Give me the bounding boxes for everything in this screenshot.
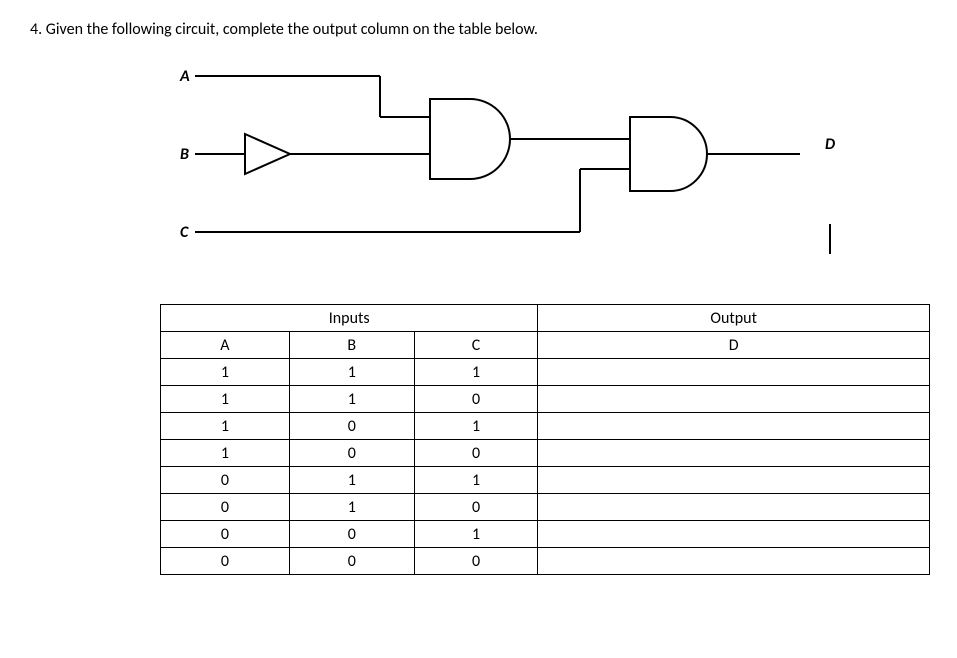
table-row: 1 1 0 bbox=[161, 386, 930, 413]
table-row: 1 1 1 bbox=[161, 359, 930, 386]
table-row: 0 1 1 bbox=[161, 467, 930, 494]
question-text: 4. Given the following circuit, complete… bbox=[30, 20, 927, 39]
header-inputs: Inputs bbox=[161, 305, 538, 332]
table-row: 0 0 1 bbox=[161, 521, 930, 548]
table-row: 1 0 1 bbox=[161, 413, 930, 440]
col-b: B bbox=[289, 332, 414, 359]
truth-table: Inputs Output A B C D 1 1 1 1 1 0 1 0 1 bbox=[160, 304, 930, 575]
buffer-gate bbox=[245, 134, 290, 174]
header-output: Output bbox=[538, 305, 930, 332]
and-gate-2 bbox=[630, 117, 707, 191]
label-a: A bbox=[179, 67, 190, 86]
truth-table-container: Inputs Output A B C D 1 1 1 1 1 0 1 0 1 bbox=[160, 304, 930, 575]
circuit-diagram: A B C D bbox=[160, 59, 927, 274]
table-row: 1 0 0 bbox=[161, 440, 930, 467]
col-d: D bbox=[538, 332, 930, 359]
col-c: C bbox=[414, 332, 538, 359]
label-c: C bbox=[180, 223, 189, 242]
col-a: A bbox=[161, 332, 290, 359]
and-gate-1 bbox=[430, 99, 510, 179]
label-d: D bbox=[825, 135, 835, 154]
table-row: 0 0 0 bbox=[161, 548, 930, 575]
table-row: 0 1 0 bbox=[161, 494, 930, 521]
label-b: B bbox=[180, 145, 189, 164]
